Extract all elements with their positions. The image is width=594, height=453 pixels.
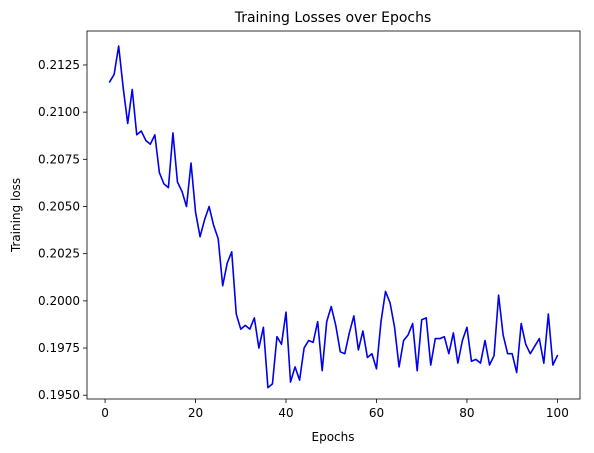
plot-area: 0 20 40 60 80 100 0.1950 0.1975 0.2000 0.2025 0.20… bbox=[38, 45, 569, 420]
plot-frame bbox=[86, 30, 581, 400]
x-tick-label: 0 bbox=[101, 406, 109, 420]
x-tick-label: 100 bbox=[546, 406, 569, 420]
chart-title: Training Losses over Epochs bbox=[234, 10, 432, 26]
y-axis-label: Training loss bbox=[9, 178, 23, 253]
y-tick-label: 0.2125 bbox=[38, 58, 80, 72]
y-tick-label: 0.2025 bbox=[38, 247, 80, 261]
x-tick-label: 80 bbox=[459, 406, 474, 420]
x-tick-label: 20 bbox=[188, 406, 203, 420]
y-tick-label: 0.2100 bbox=[38, 105, 80, 119]
x-tick-label: 60 bbox=[369, 406, 384, 420]
y-tick-label: 0.1975 bbox=[38, 341, 80, 355]
y-tick-label: 0.1950 bbox=[38, 388, 80, 402]
y-tick-label: 0.2050 bbox=[38, 200, 80, 214]
training-loss-line bbox=[108, 45, 559, 389]
x-axis-label: Epochs bbox=[312, 430, 355, 444]
x-tick-label: 40 bbox=[278, 406, 293, 420]
y-tick-label: 0.2075 bbox=[38, 152, 80, 166]
y-tick-label: 0.2000 bbox=[38, 294, 80, 308]
